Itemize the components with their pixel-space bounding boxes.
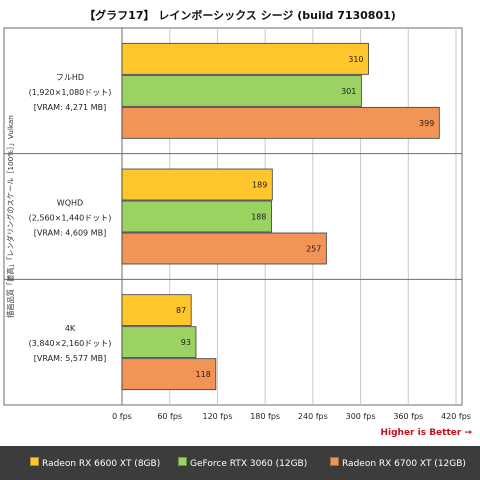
legend-label-rtx3060: GeForce RTX 3060 (12GB) [190, 459, 308, 469]
legend-swatch-rtx3060 [178, 457, 187, 466]
legend-swatch-rx6600xt [30, 457, 39, 466]
bar [121, 106, 440, 139]
bar [121, 294, 192, 327]
category-label: [VRAM: 5,577 MB] [34, 354, 106, 363]
category-label: WQHD [57, 199, 83, 208]
x-tick-label: 360 fps [393, 412, 423, 421]
data-label: 118 [196, 370, 211, 379]
x-tick-label: 240 fps [298, 412, 328, 421]
category-label: [VRAM: 4,271 MB] [34, 103, 106, 112]
bar [121, 74, 362, 107]
legend-label-rx6700xt: Radeon RX 6700 XT (12GB) [342, 459, 466, 469]
x-tick-label: 0 fps [112, 412, 132, 421]
x-tick-label: 120 fps [202, 412, 232, 421]
category-label: [VRAM: 4,609 MB] [34, 229, 106, 238]
bar [121, 200, 272, 233]
legend-swatch-rx6700xt [330, 457, 339, 466]
bar [121, 326, 197, 359]
x-tick-label: 60 fps [157, 412, 182, 421]
data-label: 399 [419, 119, 434, 128]
bar [121, 232, 327, 265]
category-label: (3,840×2,160ドット) [29, 339, 112, 348]
chart-title: 【グラフ17】 レインボーシックス シージ (build 7130801) [84, 9, 396, 22]
category-label: フルHD [56, 73, 84, 82]
x-tick-label: 420 fps [441, 412, 471, 421]
data-label: 257 [306, 245, 321, 254]
data-label: 188 [251, 213, 266, 222]
legend-item-rtx3060: GeForce RTX 3060 (12GB) [178, 457, 307, 469]
legend-label-rx6600xt: Radeon RX 6600 XT (8GB) [42, 459, 161, 469]
category-label: (1,920×1,080ドット) [29, 88, 112, 97]
y-axis-label: 描画品質「最高」「レンダリングのスケール［100%］」Vulkan [6, 115, 15, 318]
x-tick-label: 300 fps [346, 412, 376, 421]
legend: Radeon RX 6600 XT (8GB) GeForce RTX 3060… [0, 446, 480, 480]
bar [121, 42, 369, 75]
bar [121, 168, 273, 201]
legend-item-rx6600xt: Radeon RX 6600 XT (8GB) [30, 457, 160, 469]
data-label: 301 [341, 87, 356, 96]
category-label: (2,560×1,440ドット) [29, 214, 112, 223]
bar [121, 358, 217, 391]
legend-item-rx6700xt: Radeon RX 6700 XT (12GB) [330, 457, 466, 469]
data-label: 87 [176, 306, 186, 315]
data-label: 93 [181, 338, 191, 347]
x-tick-label: 180 fps [250, 412, 280, 421]
data-label: 189 [252, 181, 267, 190]
higher-is-better-note: Higher is Better → [380, 428, 472, 438]
category-label: 4K [65, 324, 76, 333]
plot-frame [3, 27, 463, 406]
data-label: 310 [348, 55, 363, 64]
